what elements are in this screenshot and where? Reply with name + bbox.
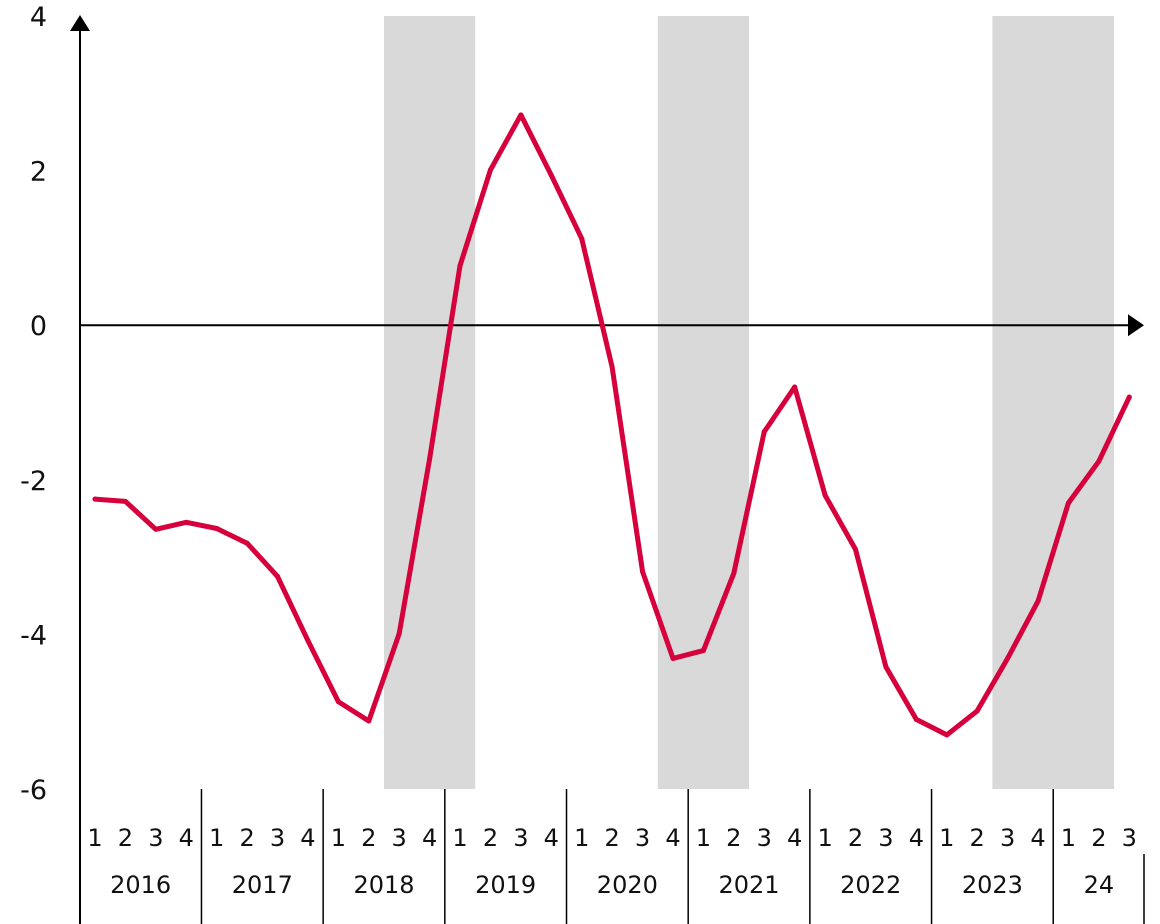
data-point bbox=[883, 664, 889, 670]
quarter-label: 4 bbox=[300, 824, 315, 852]
data-point bbox=[974, 708, 980, 714]
data-point bbox=[1005, 655, 1011, 661]
quarter-label: 1 bbox=[574, 824, 589, 852]
data-point bbox=[944, 732, 950, 738]
data-point bbox=[153, 526, 159, 532]
data-point bbox=[183, 519, 189, 525]
quarter-label: 3 bbox=[757, 824, 772, 852]
data-point bbox=[822, 492, 828, 498]
year-label: 2016 bbox=[110, 871, 171, 899]
quarter-label: 3 bbox=[1122, 824, 1137, 852]
y-tick-label: -4 bbox=[20, 620, 47, 651]
quarter-label: 1 bbox=[1061, 824, 1076, 852]
year-label: 24 bbox=[1084, 871, 1115, 899]
data-point bbox=[579, 236, 585, 242]
quarter-label: 1 bbox=[209, 824, 224, 852]
data-point bbox=[396, 631, 402, 637]
data-point bbox=[305, 638, 311, 644]
y-tick-label: 4 bbox=[30, 2, 47, 33]
year-label: 2019 bbox=[475, 871, 536, 899]
quarter-label: 4 bbox=[544, 824, 559, 852]
quarter-label: 2 bbox=[239, 824, 254, 852]
data-point bbox=[1126, 394, 1132, 400]
quarter-label: 4 bbox=[179, 824, 194, 852]
year-label: 2020 bbox=[597, 871, 658, 899]
data-point bbox=[1035, 598, 1041, 604]
x-axis-arrowhead bbox=[1128, 314, 1144, 337]
quarter-label: 1 bbox=[817, 824, 832, 852]
year-label: 2018 bbox=[353, 871, 414, 899]
quarter-label: 3 bbox=[878, 824, 893, 852]
data-point bbox=[122, 498, 128, 504]
data-point bbox=[366, 718, 372, 724]
data-point bbox=[548, 172, 554, 178]
year-label: 2023 bbox=[962, 871, 1023, 899]
data-point bbox=[1096, 458, 1102, 464]
shaded-period bbox=[657, 16, 750, 789]
quarter-label: 1 bbox=[87, 824, 102, 852]
quarter-label: 3 bbox=[148, 824, 163, 852]
quarter-label: 4 bbox=[665, 824, 680, 852]
quarter-label: 2 bbox=[1091, 824, 1106, 852]
quarter-label: 3 bbox=[1000, 824, 1015, 852]
quarter-label: 1 bbox=[331, 824, 346, 852]
quarter-label: 3 bbox=[513, 824, 528, 852]
data-point bbox=[518, 112, 524, 118]
data-point bbox=[670, 655, 676, 661]
y-tick-label: 2 bbox=[30, 157, 47, 188]
data-point bbox=[92, 496, 98, 502]
data-point bbox=[457, 263, 463, 269]
quarter-label: 1 bbox=[452, 824, 467, 852]
data-point bbox=[335, 699, 341, 705]
shaded-period bbox=[383, 16, 476, 789]
quarter-label: 2 bbox=[848, 824, 863, 852]
data-point bbox=[761, 429, 767, 435]
quarter-label: 1 bbox=[939, 824, 954, 852]
data-point bbox=[427, 456, 433, 462]
data-point bbox=[853, 546, 858, 552]
y-tick-label: -2 bbox=[20, 466, 47, 497]
data-point bbox=[275, 573, 281, 579]
quarter-label: 2 bbox=[361, 824, 376, 852]
quarter-label: 3 bbox=[392, 824, 407, 852]
year-label: 2017 bbox=[232, 871, 293, 899]
quarter-label: 2 bbox=[970, 824, 985, 852]
quarter-label: 4 bbox=[1030, 824, 1045, 852]
data-point bbox=[487, 167, 493, 173]
y-axis-arrowhead bbox=[70, 15, 90, 31]
series-line bbox=[92, 112, 1132, 738]
data-point bbox=[1065, 500, 1071, 506]
quarter-label: 2 bbox=[604, 824, 619, 852]
data-point bbox=[640, 569, 646, 575]
series-points bbox=[92, 112, 1132, 738]
quarter-label: 4 bbox=[787, 824, 802, 852]
quarter-label: 2 bbox=[483, 824, 498, 852]
data-point bbox=[792, 384, 798, 390]
year-label: 2022 bbox=[840, 871, 901, 899]
quarter-label: 2 bbox=[726, 824, 741, 852]
data-point bbox=[244, 540, 250, 546]
data-point bbox=[700, 648, 706, 654]
y-axis-ticks: 4 2 0 -2 -4 -6 bbox=[20, 2, 47, 806]
quarter-label: 4 bbox=[909, 824, 924, 852]
data-point bbox=[731, 570, 737, 576]
shaded-period bbox=[992, 16, 1115, 789]
quarter-label: 3 bbox=[635, 824, 650, 852]
data-point bbox=[214, 525, 220, 531]
data-point bbox=[609, 364, 615, 370]
y-tick-label: -6 bbox=[20, 775, 47, 806]
quarter-label: 2 bbox=[118, 824, 133, 852]
quarter-label: 3 bbox=[270, 824, 285, 852]
year-label: 2021 bbox=[718, 871, 779, 899]
shaded-periods bbox=[383, 16, 1115, 789]
quarter-label: 1 bbox=[696, 824, 711, 852]
data-point bbox=[913, 716, 919, 722]
quarter-label: 4 bbox=[422, 824, 437, 852]
y-tick-label: 0 bbox=[30, 311, 47, 342]
